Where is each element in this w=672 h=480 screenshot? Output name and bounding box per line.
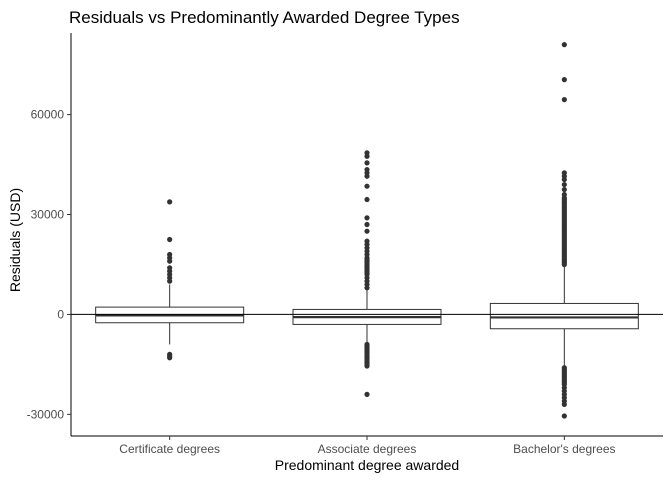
outlier-point — [167, 258, 173, 264]
box-group — [95, 199, 245, 361]
outlier-point — [167, 199, 173, 205]
outlier-point — [561, 77, 567, 83]
box-group — [489, 42, 639, 419]
box — [489, 302, 639, 330]
outlier-point — [364, 391, 370, 397]
outlier-point — [364, 196, 370, 203]
outlier-point — [364, 153, 370, 159]
outlier-point — [167, 236, 173, 243]
outlier-point — [561, 186, 567, 193]
outlier-point — [561, 401, 567, 407]
y-axis-title: Residuals (USD) — [7, 188, 23, 292]
outlier-point — [167, 355, 173, 361]
outlier-point — [561, 181, 567, 188]
outlier-point — [561, 261, 567, 268]
y-tick-label: 60000 — [31, 108, 65, 122]
y-axis: -30000 0 30000 60000 — [27, 33, 72, 436]
x-tick-label: Certificate degrees — [119, 442, 220, 456]
outlier-point — [561, 413, 567, 419]
y-tick-label: -30000 — [27, 407, 65, 421]
outlier-point — [561, 42, 567, 48]
x-axis-title: Predominant degree awarded — [275, 457, 459, 473]
outlier-point — [364, 183, 370, 189]
outlier-point — [364, 285, 370, 291]
outlier-point — [364, 228, 370, 234]
outlier-point — [364, 215, 370, 221]
chart-title: Residuals vs Predominantly Awarded Degre… — [69, 8, 460, 27]
y-tick-label: 0 — [57, 307, 64, 321]
x-tick-label: Associate degrees — [318, 442, 417, 456]
box-group — [292, 150, 442, 397]
x-axis: Certificate degrees Associate degrees Bach… — [71, 435, 663, 456]
outlier-point — [561, 176, 567, 183]
plot-area — [71, 42, 663, 419]
y-tick-label: 30000 — [31, 208, 65, 222]
outlier-point — [364, 173, 370, 179]
outlier-point — [364, 363, 370, 369]
x-tick-label: Bachelor's degrees — [513, 442, 615, 456]
outlier-point — [364, 221, 370, 228]
outlier-point — [364, 160, 370, 166]
outlier-point — [167, 278, 173, 284]
outlier-point — [561, 97, 567, 103]
